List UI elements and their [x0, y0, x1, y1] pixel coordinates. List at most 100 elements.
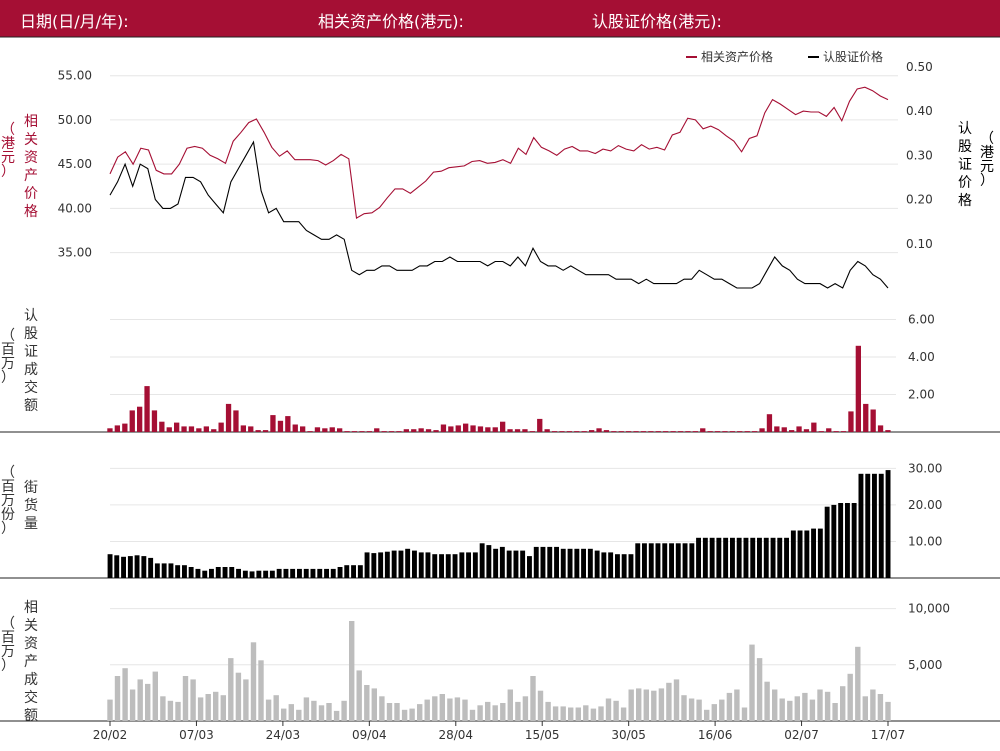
warrant-turnover-bar	[818, 431, 824, 432]
date-label: 日期(日/月/年):	[20, 12, 129, 31]
outstanding-bar	[878, 473, 884, 578]
outstanding-bar	[513, 550, 519, 578]
outstanding-axis-unit: 百	[1, 479, 15, 495]
underlying-turnover-bar	[583, 705, 589, 721]
warrant-turnover-bar	[433, 430, 439, 432]
underlying-turnover-bar	[190, 679, 196, 721]
underlying-turnover-bar	[341, 700, 347, 721]
underlying-turnover-bar	[696, 699, 702, 721]
warrant-turnover-bar	[618, 431, 624, 432]
outstanding-bar	[885, 470, 891, 578]
outstanding-bar	[628, 554, 634, 578]
outstanding-bar	[608, 552, 614, 578]
underlying-turnover-bar	[152, 671, 158, 721]
x-axis-tick: 30/05	[611, 728, 646, 742]
outstanding-axis-unit: （	[1, 465, 15, 481]
outstanding-bar	[269, 570, 275, 578]
left-axis-tick: 35.00	[58, 246, 92, 260]
outstanding-bar	[615, 554, 620, 578]
outstanding-bar	[709, 537, 715, 578]
underlying-turnover-bar	[454, 697, 461, 721]
outstanding-bar	[472, 552, 478, 578]
warrant-turnover-bar	[826, 428, 832, 433]
outstanding-bar	[154, 563, 160, 578]
warrant-turnover-bar	[307, 431, 313, 432]
warrant-turnover-bar	[403, 429, 409, 432]
outstanding-bar	[845, 503, 850, 578]
outstanding-axis-title: 货	[24, 497, 38, 514]
outstanding-bar	[804, 530, 810, 578]
warrant-turnover-bar	[351, 431, 358, 432]
underlying-turnover-bar	[462, 699, 468, 721]
underlying-turnover-bar	[552, 706, 559, 721]
outstanding-bar	[790, 530, 796, 578]
outstanding-axis-unit: 万	[1, 493, 15, 509]
warrant-turnover-bar	[159, 421, 165, 432]
warrant-turnover-bar	[581, 431, 587, 432]
underlying-turnover-bar	[417, 704, 423, 721]
underlying-turnover-bar	[333, 710, 340, 721]
underlying-turnover-bar	[281, 708, 287, 721]
warrant-turnover-bar	[640, 431, 647, 432]
warrant-turnover-bar	[122, 423, 128, 432]
warrant-turnover-bar	[833, 431, 839, 432]
left-axis-unit: ）	[1, 164, 15, 180]
underlying-turnover-bar	[371, 688, 377, 721]
warrant-turnover-bar	[551, 431, 558, 432]
underlying-turnover-bar	[220, 695, 226, 721]
outstanding-bar	[817, 528, 823, 578]
outstanding-bar	[114, 555, 120, 578]
warrant-turnover-bar	[381, 431, 387, 432]
outstanding-bar	[317, 568, 323, 578]
warrant-turnover-tick: 6.00	[908, 313, 935, 327]
outstanding-bar	[175, 565, 181, 578]
underlying-turnover-axis-title: 关	[24, 618, 38, 634]
underlying-turnover-bar	[568, 707, 574, 721]
underlying-turnover-bar	[326, 703, 332, 721]
underlying-turnover-bar	[772, 689, 778, 721]
outstanding-bar	[743, 537, 749, 578]
underlying-turnover-bar	[311, 700, 317, 721]
warrant-turnover-bar	[855, 345, 861, 433]
warrant-turnover-bar	[248, 426, 254, 432]
warrant-turnover-bar	[322, 428, 328, 433]
warrant-turnover-bar	[544, 429, 550, 432]
underlying-turnover-bar	[620, 707, 627, 721]
underlying-turnover-bar	[756, 658, 763, 721]
warrant-turnover-bar	[500, 421, 506, 432]
outstanding-bar	[330, 568, 336, 578]
outstanding-bar	[229, 567, 235, 578]
underlying-turnover-bar	[862, 696, 868, 721]
left-axis-title: 产	[24, 168, 38, 184]
x-axis-tick: 02/07	[784, 728, 819, 742]
outstanding-bar	[601, 552, 607, 578]
outstanding-bar	[364, 552, 370, 578]
warrant-turnover-axis-title: 交	[24, 379, 38, 396]
outstanding-bar	[689, 543, 695, 578]
outstanding-bar	[811, 528, 816, 578]
right-axis-title: 格	[958, 193, 972, 209]
left-axis-unit: 港	[1, 136, 15, 152]
warrant-turnover-bar	[425, 429, 432, 432]
warrant-turnover-axis-unit: （	[1, 328, 15, 344]
underlying-turnover-bar	[832, 703, 838, 721]
warrant-turnover-bar	[151, 410, 158, 432]
underlying-turnover-axis-title: 产	[24, 654, 38, 670]
outstanding-bar	[439, 554, 444, 578]
right-axis-unit: 港	[980, 145, 994, 161]
outstanding-bar	[222, 567, 228, 578]
warrant-price-label: 认股证价格(港元):	[592, 12, 722, 31]
right-axis-title: 价	[958, 175, 972, 191]
underlying-turnover-bar	[243, 679, 249, 721]
outstanding-tick: 30.00	[908, 461, 942, 475]
info-header: 日期(日/月/年): 相关资产价格(港元): 认股证价格(港元):	[0, 0, 1000, 37]
outstanding-bar	[567, 548, 573, 579]
warrant-turnover-bar	[752, 431, 758, 432]
warrant-turnover-bar	[759, 428, 765, 433]
underlying-turnover-bar	[432, 696, 438, 721]
underlying-turnover-bar	[636, 688, 642, 721]
warrant-turnover-bar	[440, 424, 447, 432]
warrant-turnover-bar	[663, 431, 669, 432]
warrant-turnover-bar	[626, 431, 632, 432]
outstanding-bar	[872, 473, 877, 578]
